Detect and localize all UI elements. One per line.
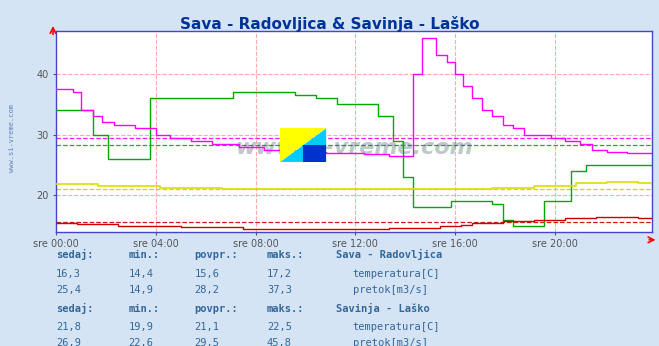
Text: sedaj:: sedaj:	[56, 303, 94, 314]
Text: pretok[m3/s]: pretok[m3/s]	[353, 338, 428, 346]
Text: 17,2: 17,2	[267, 269, 292, 279]
Text: temperatura[C]: temperatura[C]	[353, 322, 440, 333]
Text: 26,9: 26,9	[56, 338, 81, 346]
Text: Sava - Radovljica: Sava - Radovljica	[336, 249, 442, 260]
Text: maks.:: maks.:	[267, 250, 304, 260]
Text: povpr.:: povpr.:	[194, 304, 238, 314]
Text: pretok[m3/s]: pretok[m3/s]	[353, 285, 428, 295]
Text: www.si-vreme.com: www.si-vreme.com	[9, 104, 15, 172]
Text: 15,6: 15,6	[194, 269, 219, 279]
Text: 25,4: 25,4	[56, 285, 81, 295]
Text: 28,2: 28,2	[194, 285, 219, 295]
Text: 22,5: 22,5	[267, 322, 292, 333]
Text: Savinja - Laško: Savinja - Laško	[336, 303, 430, 314]
Text: 19,9: 19,9	[129, 322, 154, 333]
Text: 37,3: 37,3	[267, 285, 292, 295]
Text: sedaj:: sedaj:	[56, 249, 94, 260]
Text: 21,8: 21,8	[56, 322, 81, 333]
Text: 14,9: 14,9	[129, 285, 154, 295]
Text: www.si-vreme.com: www.si-vreme.com	[235, 137, 473, 157]
Text: 21,1: 21,1	[194, 322, 219, 333]
Text: 22,6: 22,6	[129, 338, 154, 346]
Text: Sava - Radovljica & Savinja - Laško: Sava - Radovljica & Savinja - Laško	[180, 16, 479, 31]
Text: 29,5: 29,5	[194, 338, 219, 346]
Text: min.:: min.:	[129, 304, 159, 314]
Text: maks.:: maks.:	[267, 304, 304, 314]
Text: temperatura[C]: temperatura[C]	[353, 269, 440, 279]
Text: 16,3: 16,3	[56, 269, 81, 279]
Text: 14,4: 14,4	[129, 269, 154, 279]
Bar	[303, 145, 326, 162]
Polygon shape	[281, 128, 326, 162]
Text: povpr.:: povpr.:	[194, 250, 238, 260]
Text: min.:: min.:	[129, 250, 159, 260]
Polygon shape	[281, 128, 326, 162]
Text: 45,8: 45,8	[267, 338, 292, 346]
